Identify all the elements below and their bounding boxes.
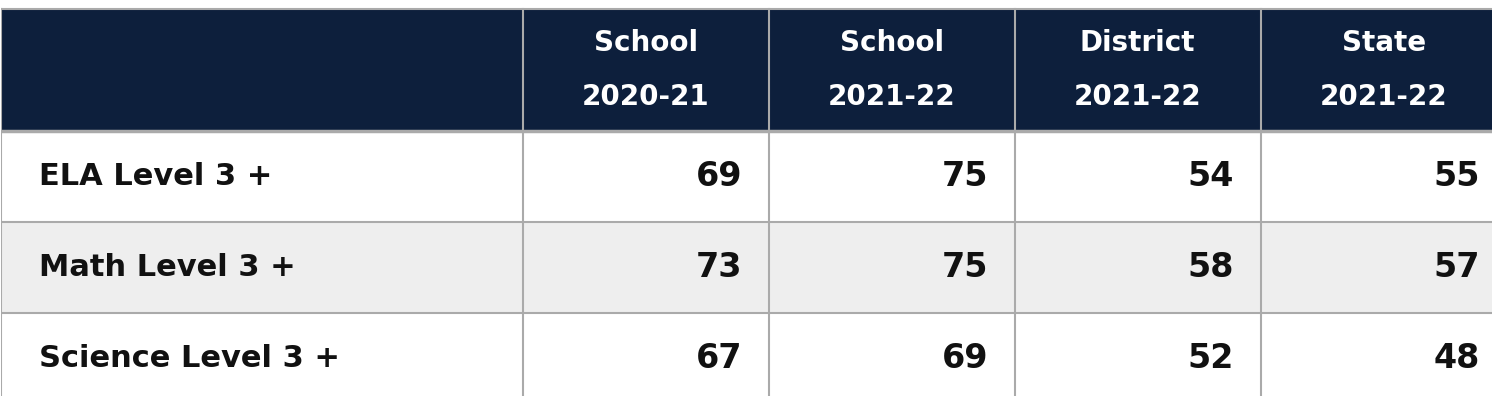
Text: State: State — [1342, 29, 1426, 58]
Text: 69: 69 — [696, 160, 742, 193]
Text: 58: 58 — [1187, 251, 1233, 284]
Text: 48: 48 — [1433, 342, 1480, 375]
Text: 2021-22: 2021-22 — [1073, 83, 1202, 111]
Text: 69: 69 — [942, 342, 988, 375]
Text: 52: 52 — [1187, 342, 1233, 375]
Text: School: School — [594, 29, 697, 58]
Text: 73: 73 — [696, 251, 742, 284]
Bar — [1, 9, 1493, 131]
Text: 57: 57 — [1433, 251, 1480, 284]
Text: Math Level 3 +: Math Level 3 + — [39, 253, 296, 282]
Text: 67: 67 — [696, 342, 742, 375]
Text: Science Level 3 +: Science Level 3 + — [39, 344, 339, 373]
Text: 54: 54 — [1187, 160, 1233, 193]
Bar — [1, 131, 1493, 222]
Text: ELA Level 3 +: ELA Level 3 + — [39, 162, 272, 191]
Text: District: District — [1079, 29, 1196, 58]
Text: 2021-22: 2021-22 — [829, 83, 956, 111]
Text: 75: 75 — [942, 160, 988, 193]
Bar — [1, 222, 1493, 313]
Text: 55: 55 — [1433, 160, 1480, 193]
Text: 2021-22: 2021-22 — [1320, 83, 1447, 111]
Text: School: School — [839, 29, 944, 58]
Bar — [1, 313, 1493, 397]
Text: 75: 75 — [942, 251, 988, 284]
Text: 2020-21: 2020-21 — [582, 83, 709, 111]
